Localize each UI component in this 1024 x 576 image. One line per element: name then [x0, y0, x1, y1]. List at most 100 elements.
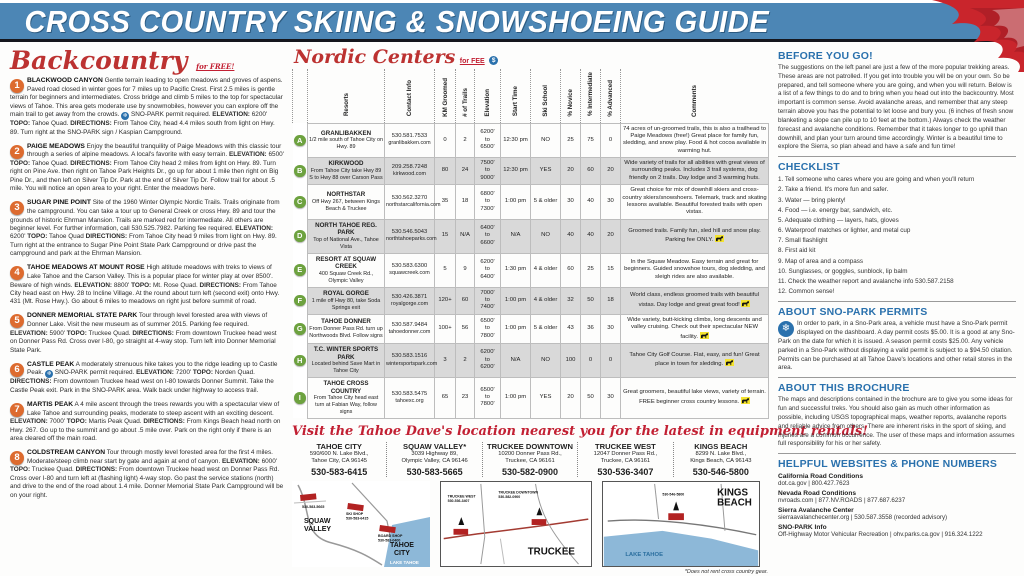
- cell-letter: C: [292, 184, 308, 220]
- cell-letter: I: [292, 377, 308, 419]
- topo-value: Tahoe Quad.: [31, 159, 69, 167]
- cell-pct-intermediate: 75: [580, 122, 601, 158]
- site-name: Sierra Avalanche Center: [778, 507, 854, 515]
- cell-pct-novice: 20: [560, 156, 581, 186]
- resort-comments: Great choice for mix of downhill skiers …: [622, 187, 767, 216]
- resort-phone: 530.583.5475: [391, 390, 428, 397]
- resort-website: kirkwood.com: [393, 171, 426, 178]
- trail-description: Enjoy the beautiful tranquility of Paige…: [27, 142, 282, 159]
- topo-label: TOPO:: [66, 329, 87, 337]
- directions-label: DIRECTIONS:: [85, 233, 128, 241]
- lake-shape: [603, 530, 759, 566]
- topo-value: Norden Quad.: [214, 369, 255, 377]
- cell-contact: 530.581.7533 granlibakken.com: [384, 122, 435, 158]
- divider: [778, 453, 1016, 455]
- col-header-text: Contact Info: [406, 80, 413, 117]
- topo-value: Tahoe Quad.: [31, 120, 69, 128]
- resort-comments: In the Squaw Meadow. Easy terrain and gr…: [624, 259, 765, 280]
- cell-elevation: 6200' to 6500': [474, 122, 501, 158]
- cell-resort: T.C. WINTER SPORTS PARK Located behind S…: [307, 342, 385, 378]
- cell-pct-advanced: 30: [600, 313, 621, 344]
- store-address-line1: 3039 Highway 89,: [411, 450, 458, 457]
- trail-description: Tour through mostly level forested area …: [27, 449, 273, 465]
- cell-pct-novice: 32: [560, 286, 581, 315]
- backcountry-section: Backcountry for FREE! 1 BLACKWOOD CANYON…: [10, 48, 284, 506]
- elevation-value: 7200': [175, 369, 192, 377]
- resort-phone: 530.583.6300: [391, 263, 428, 270]
- resort-phone: 530.562.3270: [391, 194, 428, 201]
- topo-label: TOPO:: [10, 466, 31, 474]
- store-name: TAHOE CITY: [316, 441, 362, 451]
- entry-number-badge: 1: [10, 79, 24, 93]
- col-header-comments: Comments: [620, 69, 769, 123]
- cell-elevation: 6200' to 6400': [474, 252, 501, 288]
- entry-number-badge: 3: [10, 201, 24, 216]
- nordic-heading-text: Nordic Centers: [294, 46, 456, 68]
- cell-pct-intermediate: 40: [580, 184, 601, 220]
- trail-description-note: SNO-PARK permit required.: [130, 111, 211, 119]
- resort-phone: 209.258.7248: [391, 164, 428, 171]
- elevation-label: ELEVATION:: [136, 369, 174, 377]
- elevation-label: ELEVATION:: [10, 329, 48, 337]
- cell-pct-novice: 43: [560, 313, 581, 344]
- map-label-lake-tahoe: LAKE TAHOE: [625, 552, 663, 558]
- map-label-squaw: SQUAW: [304, 518, 331, 525]
- cell-ski-school: 5 & older: [530, 313, 561, 344]
- rental-footnote: *Does not rent cross country gear.: [684, 568, 768, 575]
- map-label-valley: VALLEY: [304, 526, 331, 533]
- store-name: SQUAW VALLEY*: [403, 441, 467, 451]
- cell-letter: G: [292, 314, 308, 344]
- cell-contact: 530.426.3871 royalgorge.com: [384, 286, 435, 315]
- cell-start-time: 1:30 pm: [500, 252, 531, 288]
- resort-location: 1/2 mile south of Tahoe City on Hwy. 89: [309, 137, 383, 151]
- store-address: 8299 N. Lake Blvd., Kings Beach, CA 9614…: [676, 451, 766, 466]
- cell-resort: GRANLIBAKKEN 1/2 mile south of Tahoe Cit…: [307, 122, 385, 158]
- map-board-phone-label: 530-583-0400: [378, 538, 400, 542]
- resort-location: Top of National Ave., Tahoe Vista: [313, 237, 379, 250]
- site-detail: nvroads.com | 877.NV.ROADS | 877.687.623…: [778, 497, 906, 505]
- resort-website: royalgorge.com: [390, 300, 429, 307]
- cell-start-time: N/A: [500, 342, 531, 378]
- site-detail: sierraavalanchecenter.org | 530.587.3558…: [778, 514, 948, 522]
- cell-km-groomed: 80: [434, 156, 456, 186]
- cell-ski-school: 4 & older: [530, 252, 561, 288]
- trail-description: A 4 mile ascent through the trees reward…: [27, 400, 280, 417]
- store-location: KINGS BEACH 8299 N. Lake Blvd., Kings Be…: [672, 441, 768, 477]
- fee-dollar-icon: $: [489, 56, 499, 65]
- elevation-value: 5900': [49, 329, 65, 337]
- cell-contact: 530.583.1516 wintersportspark.com: [384, 342, 437, 378]
- resort-name: ROYAL GORGE: [323, 290, 369, 298]
- cell-contact: 530.546.5043 northtahoeparks.com: [384, 218, 437, 254]
- elevation-value: 6500': [268, 151, 284, 159]
- helpful-websites-heading: HELPFUL WEBSITES & PHONE NUMBERS: [778, 458, 998, 471]
- col-header-text: % Advanced: [607, 79, 614, 117]
- cell-resort: TAHOE DONNER From Donner Pass Rd. turn u…: [307, 313, 385, 344]
- col-header-start: Start Time: [500, 69, 531, 123]
- cell-ski-school: NO: [530, 218, 561, 254]
- trail-description: High altitude meadows with treks to view…: [10, 264, 273, 289]
- resort-location: 400 Squaw Creek Rd., Olympic Valley: [318, 271, 374, 284]
- cell-num-trails: 24: [455, 156, 475, 186]
- map-kings-phone: 530-546-5800: [662, 492, 684, 496]
- cell-km-groomed: 15: [434, 218, 456, 254]
- map-phone-label: 530-583-5665: [302, 505, 324, 509]
- store-address-line2: Kings Beach, CA 96143: [690, 458, 752, 465]
- about-brochure-text: The maps and descriptions contained in t…: [778, 396, 1015, 448]
- nordic-table-row: C NORTHSTAR Off Hwy 267, between Kings B…: [292, 184, 769, 220]
- cell-contact: 530.583.5475 tahoexc.org: [384, 376, 435, 419]
- before-you-go-text: The suggestions on the left panel are ju…: [778, 64, 1014, 151]
- helpful-site: Nevada Road Conditions nvroads.com | 877…: [778, 490, 1016, 504]
- nordic-centers-section: Nordic Centers for FEE $ Resorts Contact…: [292, 46, 868, 575]
- checklist-item: 5. Adequate clothing — layers, hats, glo…: [778, 216, 899, 224]
- tahoe-daves-banner: Visit the Tahoe Dave's location nearest …: [292, 423, 868, 439]
- trail-name: BLACKWOOD CANYON: [27, 77, 103, 84]
- checklist-item: 9. Map of area and a compass: [778, 257, 864, 265]
- col-header-text: Start Time: [512, 86, 519, 117]
- cell-resort: TAHOE CROSS COUNTRY From Tahoe City head…: [307, 376, 385, 419]
- helpful-websites-list: California Road Conditions dot.ca.gov | …: [778, 473, 1016, 538]
- cell-comments: 74 acres of un-groomed trails, this is a…: [620, 122, 769, 158]
- cell-km-groomed: 5: [434, 252, 456, 288]
- col-header-intermediate: % Intermediate: [580, 69, 601, 123]
- col-header-km: KM Groomed: [434, 69, 456, 123]
- entry-number-badge: 4: [10, 266, 24, 281]
